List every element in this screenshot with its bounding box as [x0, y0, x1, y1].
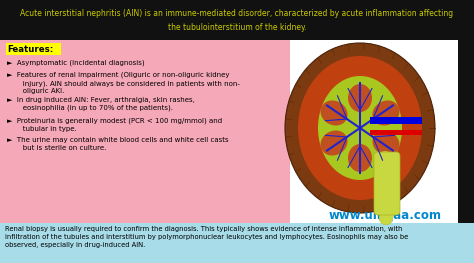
FancyBboxPatch shape — [290, 40, 474, 223]
FancyBboxPatch shape — [374, 152, 400, 215]
Ellipse shape — [373, 130, 400, 155]
Text: www.umqaa.com: www.umqaa.com — [328, 209, 441, 221]
Text: the tubulointerstitium of the kidney.: the tubulointerstitium of the kidney. — [168, 23, 306, 32]
Text: ►  Proteinuria is generally modest (PCR < 100 mg/mmol) and
       tubular in typ: ► Proteinuria is generally modest (PCR <… — [7, 118, 222, 132]
Text: Acute interstitial nephritis (AIN) is an immune-mediated disorder, characterized: Acute interstitial nephritis (AIN) is an… — [20, 8, 454, 18]
FancyBboxPatch shape — [0, 0, 474, 40]
Ellipse shape — [298, 56, 422, 200]
Ellipse shape — [318, 76, 402, 180]
Text: Features:: Features: — [7, 44, 53, 53]
Text: ►  The urine may contain white blood cells and white cell casts
       but is st: ► The urine may contain white blood cell… — [7, 137, 228, 151]
Text: Renal biopsy is usually required to confirm the diagnosis. This typically shows : Renal biopsy is usually required to conf… — [5, 226, 408, 249]
Text: ►  Asymptomatic (Incidental diagnosis): ► Asymptomatic (Incidental diagnosis) — [7, 60, 145, 67]
FancyArrow shape — [370, 129, 422, 134]
Ellipse shape — [320, 130, 347, 155]
FancyBboxPatch shape — [0, 223, 474, 263]
Ellipse shape — [348, 84, 372, 112]
Ellipse shape — [348, 144, 372, 172]
Ellipse shape — [373, 100, 400, 125]
FancyBboxPatch shape — [458, 40, 474, 223]
FancyArrow shape — [370, 117, 422, 124]
Ellipse shape — [285, 43, 435, 213]
Text: ►  In drug induced AIN: Fever, arthralgia, skin rashes,
       eosinophilia (in : ► In drug induced AIN: Fever, arthralgia… — [7, 97, 195, 111]
FancyBboxPatch shape — [0, 40, 474, 223]
Text: ►  Features of renal impairment (Oliguric or non-oliguric kidney
       injury).: ► Features of renal impairment (Oliguric… — [7, 72, 240, 94]
FancyBboxPatch shape — [6, 43, 61, 55]
Ellipse shape — [320, 100, 347, 125]
